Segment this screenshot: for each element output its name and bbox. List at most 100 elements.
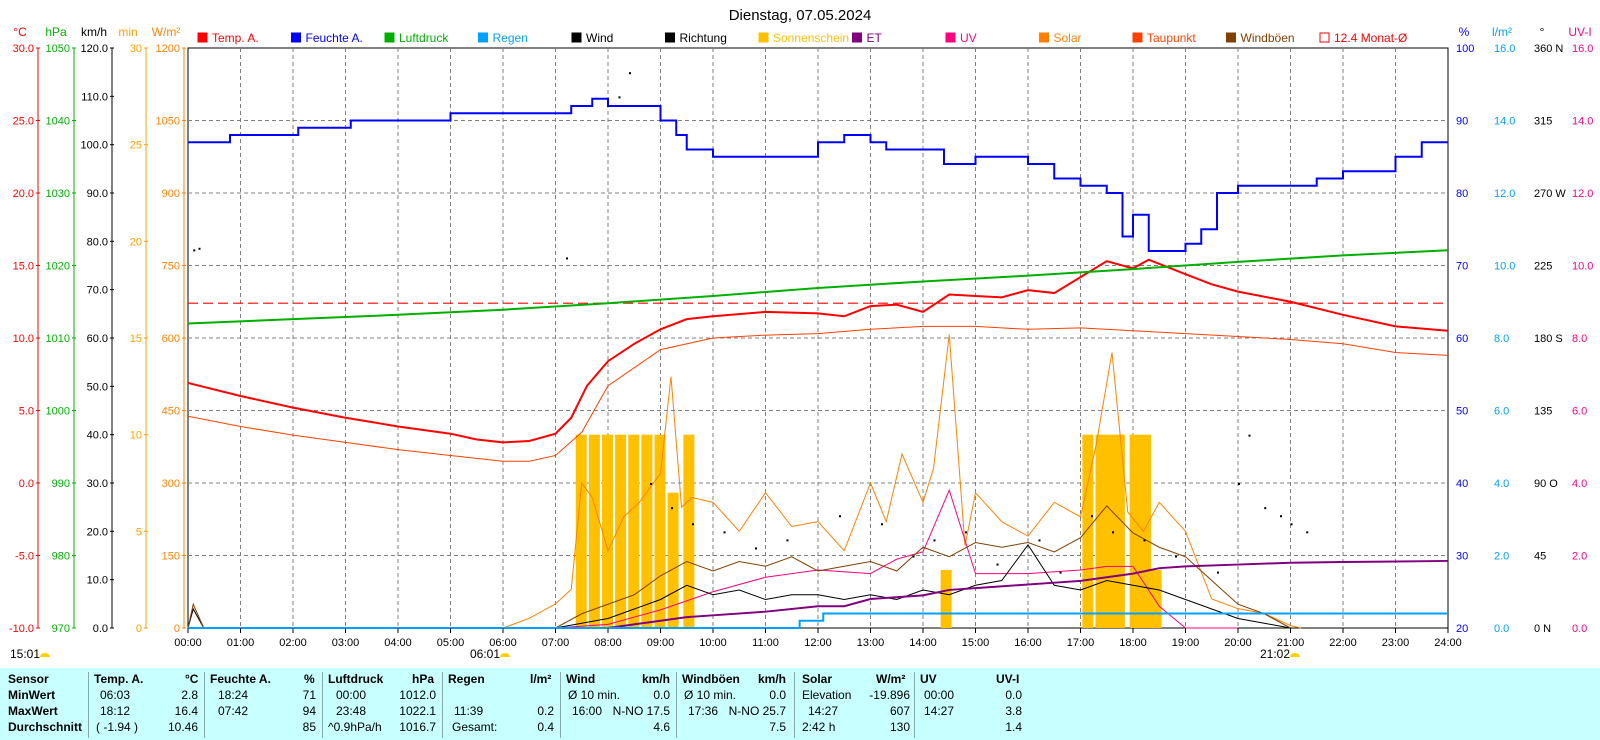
solar-header: Solar [802,672,833,686]
axis-tick-label: 450 [162,406,180,418]
x-tick-label: 04:00 [384,637,412,649]
axis-tick-label: 6.0 [1572,406,1587,418]
direction-point [786,539,789,542]
pressure-max-time: 23:48 [336,704,367,718]
axis-tick-label: 4.0 [1572,478,1587,490]
axis-tick-label: 135 [1534,406,1552,418]
humidity-min-time: 18:24 [218,688,249,702]
pressure-unit: hPa [412,672,435,686]
axis-tick-label: -5.0 [15,551,34,563]
pressure-min: 1012.0 [399,688,436,702]
sunshine-bar [1095,434,1107,628]
sunshine-bar [575,434,587,628]
x-tick-label: 08:00 [594,637,622,649]
axis-tick-label: 15.0 [13,261,34,273]
x-tick-label: 24:00 [1434,637,1462,649]
direction-point [566,257,568,260]
axis-tick-label: 4.0 [1494,478,1509,490]
x-tick-label: 06:00 [489,637,517,649]
annotations: 15:01 06:01 21:02 [10,647,1300,661]
direction-point [1175,555,1177,558]
axis-tick-label: 150 [162,551,180,563]
gusts-header: Windböen [682,672,740,686]
wind-header: Wind [566,672,596,686]
axis-tick-label: 120.0 [80,43,108,55]
axis-tick-label: 80 [1456,188,1468,200]
direction-point [1038,539,1041,542]
direction-point [881,523,883,526]
axis-unit: l/m² [1492,25,1512,39]
x-tick-label: 09:00 [647,637,675,649]
humidity-header: Feuchte A. [210,672,271,686]
temp-unit: °C [185,672,199,686]
x-tick-label: 22:00 [1329,637,1357,649]
axis-tick-label: 20 [1456,623,1468,635]
axis-tick-label: 1020 [46,261,70,273]
axis-tick-label: 70.0 [87,285,108,297]
x-tick-label: 10:00 [699,637,727,649]
sunrise-icon [500,653,510,657]
legend-swatch [384,32,395,43]
axis-tick-label: 12.0 [1494,188,1515,200]
axis-tick-label: 30.0 [13,43,34,55]
sunshine-bars [575,434,1162,628]
axis-tick-label: 0.0 [1494,623,1509,635]
x-tick-label: 21:00 [1277,637,1305,649]
axis-tick-label: 225 [1534,261,1552,273]
axis-unit: min [118,25,137,39]
axis-tick-label: 90 O [1534,478,1558,490]
temp-max: 16.4 [174,704,198,718]
direction-point [1238,483,1240,485]
series-line [607,559,1449,629]
direction-point [1112,531,1114,534]
direction-point [1290,523,1293,526]
wind-min: 0.0 [653,688,670,702]
rain-unit: l/m² [530,672,552,686]
axis-tick-label: 60.0 [87,333,108,345]
rain-header: Regen [448,672,485,686]
direction-point [912,555,915,558]
axis-tick-label: 5.0 [19,406,34,418]
axis-tick-label: 90.0 [87,188,108,200]
legend-label: Taupunkt [1147,31,1196,45]
axis-tick-label: 600 [162,333,180,345]
series-line [187,325,1449,462]
humidity-max-time: 07:42 [218,704,249,718]
corner-time: 15:01 [10,647,40,661]
direction-point [1280,515,1282,518]
sun-icon [40,653,50,657]
sunshine-bar [1140,434,1152,628]
legend-swatch [945,32,956,43]
stats-table: Sensor MinWert MaxWert Durchschnitt Temp… [0,668,1600,740]
legend-swatch [758,32,769,43]
axis-tick-label: 40.0 [87,430,108,442]
solar-sun-hours: 2:42 h [802,720,836,734]
direction-point [965,531,967,534]
sunshine-bar [1103,434,1115,628]
gusts-max: N-NO 25.7 [728,704,786,718]
x-tick-label: 16:00 [1014,637,1042,649]
direction-point [193,249,196,252]
sunshine-bar [1113,434,1125,628]
axis-tick-label: 10.0 [1494,261,1515,273]
gusts-unit: km/h [758,672,787,686]
direction-point [198,247,201,250]
sunshine-bar [1129,434,1141,628]
sunshine-bar [588,434,600,628]
legend-label: Sonnenschein [773,31,849,45]
uv-max: 3.8 [1005,704,1022,718]
wind-unit: km/h [642,672,671,686]
axis-tick-label: 45 [1534,551,1546,563]
axis-tick-label: 20.0 [13,188,34,200]
axis-tick-label: 0.0 [93,623,108,635]
solar-max: 607 [889,704,910,718]
sensor-header: Sensor [8,672,49,686]
axis-tick-label: 1010 [46,333,70,345]
axis-tick-label: 25.0 [13,116,34,128]
uv-header: UV [920,672,937,686]
legend-swatch [291,32,301,43]
direction-point [1059,571,1062,574]
axis-tick-label: 0.0 [1572,623,1587,635]
direction-point [1217,571,1219,574]
direction-point [1091,515,1093,518]
